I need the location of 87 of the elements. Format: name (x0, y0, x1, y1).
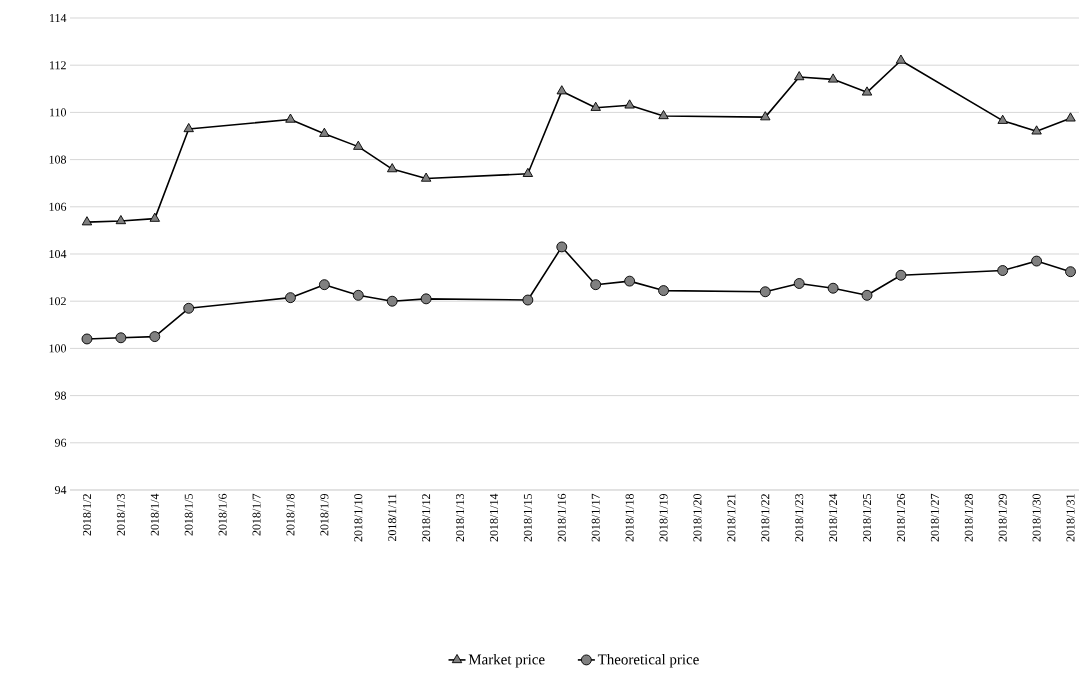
x-tick-label: 2018/1/12 (422, 494, 431, 542)
x-tick-label: 2018/1/4 (150, 493, 159, 536)
x-tick-label: 2018/1/23 (795, 493, 804, 542)
point (760, 111, 771, 121)
x-tick-label: 2018/1/2 (82, 494, 91, 536)
x-tick-label: 2018/1/30 (1032, 493, 1041, 542)
point (115, 215, 127, 225)
point (149, 212, 160, 222)
point (285, 292, 296, 304)
point (420, 293, 432, 305)
x-tick-label: 2018/1/18 (625, 493, 634, 542)
x-tick-label: 2018/1/17 (591, 493, 600, 542)
point (183, 122, 194, 133)
point (759, 286, 771, 298)
y-tick-label: 94 (54, 485, 67, 495)
x-tick-label: 2018/1/16 (557, 493, 566, 542)
point (183, 302, 195, 314)
point (115, 332, 127, 344)
x-tick-label: 2018/1/26 (896, 493, 905, 542)
legend-label: Market price (468, 654, 545, 668)
x-tick-label: 2018/1/31 (1066, 494, 1075, 542)
point (353, 140, 364, 150)
point (793, 71, 805, 81)
y-tick-label: 110 (50, 108, 67, 117)
point (1065, 112, 1076, 122)
y-tick-label: 104 (49, 249, 67, 259)
x-tick-label: 2018/1/7 (252, 493, 261, 536)
point (387, 163, 398, 173)
x-tick-label: 2018/1/13 (456, 493, 465, 542)
x-tick-label: 2018/1/9 (320, 494, 329, 536)
y-tick-label: 108 (49, 155, 67, 164)
point (352, 289, 364, 301)
point (318, 279, 330, 291)
point (624, 275, 636, 287)
x-tick-label: 2018/1/11 (388, 494, 397, 542)
point (861, 86, 873, 96)
point (1031, 125, 1042, 135)
point (590, 279, 602, 291)
point (997, 114, 1008, 124)
x-tick-label: 2018/1/15 (523, 493, 532, 542)
point (522, 294, 534, 306)
point (386, 295, 398, 307)
x-tick-label: 2018/1/21 (727, 494, 736, 542)
point (1065, 266, 1076, 278)
y-tick-label: 106 (49, 202, 67, 211)
x-tick-label: 2018/1/28 (964, 493, 973, 542)
legend-label: Theoretical price (597, 654, 699, 668)
y-tick-label: 98 (54, 391, 67, 400)
point (624, 99, 635, 109)
x-tick-label: 2018/1/24 (829, 493, 838, 542)
y-tick-label: 112 (50, 61, 66, 70)
point (895, 269, 907, 281)
y-tick-label: 102 (49, 297, 66, 306)
x-tick-label: 2018/1/6 (218, 493, 227, 536)
point (590, 101, 601, 111)
point (556, 241, 568, 253)
x-tick-label: 2018/1/20 (693, 493, 702, 542)
y-tick-label: 100 (49, 344, 67, 353)
point (1031, 255, 1043, 267)
x-tick-label: 2018/1/5 (184, 493, 193, 536)
x-tick-label: 2018/1/3 (116, 493, 125, 536)
x-tick-label: 2018/1/25 (862, 493, 872, 542)
point (861, 289, 873, 301)
point (319, 127, 330, 137)
point (149, 331, 161, 343)
x-tick-label: 2018/1/27 (930, 493, 939, 542)
point (658, 285, 669, 297)
x-tick-label: 2018/1/19 (659, 494, 668, 542)
point (827, 73, 839, 83)
x-tick-label: 2018/1/14 (489, 493, 498, 542)
point (997, 265, 1009, 276)
point (81, 333, 93, 345)
point (285, 113, 296, 123)
point (522, 167, 534, 177)
point (793, 278, 805, 289)
x-tick-label: 2018/1/22 (761, 494, 770, 542)
y-tick-label: 96 (54, 438, 67, 447)
x-tick-label: 2018/1/29 (998, 494, 1007, 542)
x-tick-label: 2018/1/10 (354, 493, 363, 542)
point (556, 85, 567, 95)
point (420, 172, 432, 182)
y-tick-label: 114 (50, 14, 67, 22)
point (827, 282, 839, 294)
point (895, 54, 907, 64)
point (81, 216, 93, 226)
point (658, 110, 669, 120)
x-tick-label: 2018/1/8 (286, 493, 295, 536)
